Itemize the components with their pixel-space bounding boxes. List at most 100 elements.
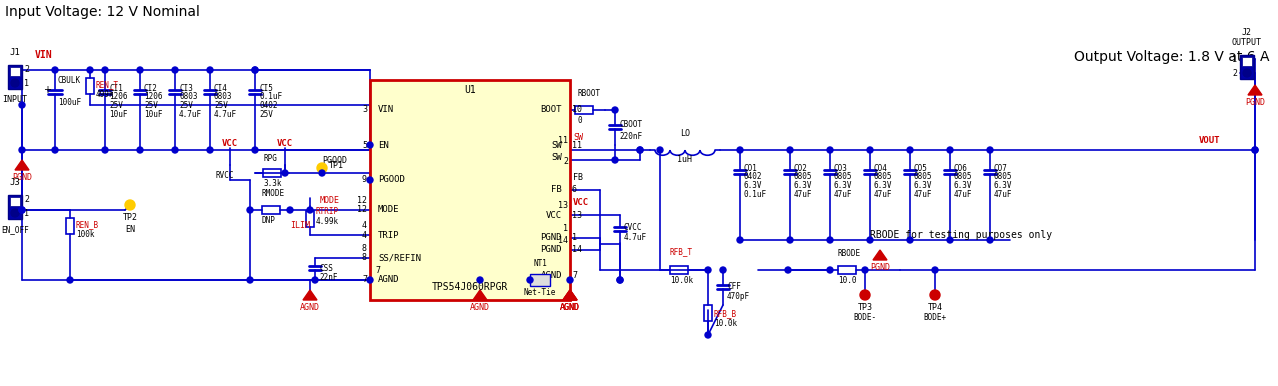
Text: CO6: CO6: [953, 164, 967, 173]
Text: CO4: CO4: [874, 164, 888, 173]
Bar: [575, 106, 593, 114]
Text: BODE+: BODE+: [924, 313, 947, 322]
Text: J2: J2: [1242, 28, 1252, 37]
Text: 2: 2: [1232, 68, 1237, 78]
Circle shape: [612, 107, 619, 113]
Text: CO2: CO2: [794, 164, 808, 173]
Circle shape: [19, 207, 26, 213]
Circle shape: [66, 277, 73, 283]
Text: 25V: 25V: [179, 101, 193, 110]
Text: 10.0: 10.0: [838, 276, 856, 285]
Text: 2: 2: [564, 157, 567, 166]
Circle shape: [367, 277, 373, 283]
Text: FB: FB: [551, 186, 562, 195]
Bar: [1242, 57, 1252, 66]
Circle shape: [617, 277, 622, 283]
Text: 13: 13: [558, 201, 567, 210]
Text: J1: J1: [10, 48, 20, 57]
Circle shape: [987, 147, 993, 153]
Circle shape: [207, 147, 213, 153]
Circle shape: [787, 147, 794, 153]
Circle shape: [737, 147, 743, 153]
Text: 25V: 25V: [213, 101, 227, 110]
Bar: [670, 266, 688, 274]
Bar: [838, 266, 856, 274]
Text: 47uF: 47uF: [874, 190, 892, 199]
Polygon shape: [473, 290, 487, 300]
Text: EN_OFF: EN_OFF: [1, 225, 29, 234]
Bar: [305, 211, 314, 227]
Circle shape: [367, 177, 373, 183]
Text: SW: SW: [551, 152, 562, 161]
Text: TP4: TP4: [928, 303, 942, 312]
Text: VIN: VIN: [378, 105, 394, 115]
Text: 14: 14: [573, 245, 581, 254]
Text: PGOOD: PGOOD: [378, 176, 405, 185]
Text: 0805: 0805: [953, 172, 973, 181]
Circle shape: [19, 102, 26, 108]
Circle shape: [477, 277, 483, 283]
Circle shape: [102, 147, 109, 153]
Text: CBOOT: CBOOT: [619, 120, 642, 129]
Text: 13: 13: [573, 210, 581, 220]
Text: CO7: CO7: [994, 164, 1008, 173]
Bar: [704, 305, 712, 321]
Text: EN: EN: [378, 141, 389, 149]
Text: TP3: TP3: [858, 303, 873, 312]
Text: 47uF: 47uF: [914, 190, 933, 199]
Bar: [10, 197, 20, 206]
Text: Output Voltage: 1.8 V at 6 A: Output Voltage: 1.8 V at 6 A: [1075, 50, 1270, 64]
Text: SW: SW: [573, 133, 583, 142]
Text: CI3: CI3: [179, 84, 193, 93]
Text: +: +: [43, 85, 51, 95]
Text: 0805: 0805: [835, 172, 852, 181]
Text: 14: 14: [558, 236, 567, 245]
Bar: [8, 65, 22, 89]
Circle shape: [527, 277, 533, 283]
Text: CO1: CO1: [744, 164, 758, 173]
Text: NT1: NT1: [533, 259, 547, 268]
Circle shape: [930, 290, 941, 300]
Circle shape: [1252, 147, 1258, 153]
Circle shape: [87, 67, 93, 73]
Text: FB: FB: [573, 173, 583, 182]
Text: PGND: PGND: [1245, 98, 1265, 107]
Text: LO: LO: [680, 129, 690, 138]
Text: RPG: RPG: [263, 154, 277, 163]
Text: 6.3V: 6.3V: [835, 181, 852, 190]
Text: OUTPUT: OUTPUT: [1232, 38, 1261, 47]
Text: 47uF: 47uF: [953, 190, 973, 199]
Text: AGND: AGND: [300, 303, 320, 312]
Circle shape: [861, 267, 868, 273]
Text: CFF: CFF: [727, 282, 741, 291]
Circle shape: [827, 147, 833, 153]
Text: CSS: CSS: [320, 264, 332, 273]
Text: 1uH: 1uH: [677, 155, 693, 164]
Polygon shape: [303, 290, 317, 300]
Circle shape: [1243, 69, 1251, 77]
Circle shape: [947, 237, 953, 243]
Text: PGND: PGND: [870, 263, 889, 272]
Text: ILIM: ILIM: [290, 221, 311, 230]
Text: TP2: TP2: [123, 213, 138, 222]
Circle shape: [705, 267, 711, 273]
Text: 10uF: 10uF: [109, 110, 128, 119]
Circle shape: [102, 67, 109, 73]
Circle shape: [947, 147, 953, 153]
Text: AGND: AGND: [470, 303, 489, 312]
Text: VIN: VIN: [35, 50, 52, 60]
Text: 6.3V: 6.3V: [794, 181, 813, 190]
Circle shape: [907, 147, 912, 153]
Text: 7: 7: [362, 276, 367, 284]
Text: 25V: 25V: [144, 101, 158, 110]
Text: 8: 8: [362, 244, 367, 253]
Circle shape: [307, 207, 313, 213]
Text: 25V: 25V: [259, 110, 273, 119]
Polygon shape: [1249, 85, 1261, 95]
Text: 470pF: 470pF: [727, 292, 750, 301]
Text: 6.3V: 6.3V: [914, 181, 933, 190]
Text: AGND: AGND: [560, 303, 580, 312]
Text: RTRIP: RTRIP: [316, 207, 339, 216]
Text: 47uF: 47uF: [994, 190, 1012, 199]
Circle shape: [12, 79, 19, 87]
